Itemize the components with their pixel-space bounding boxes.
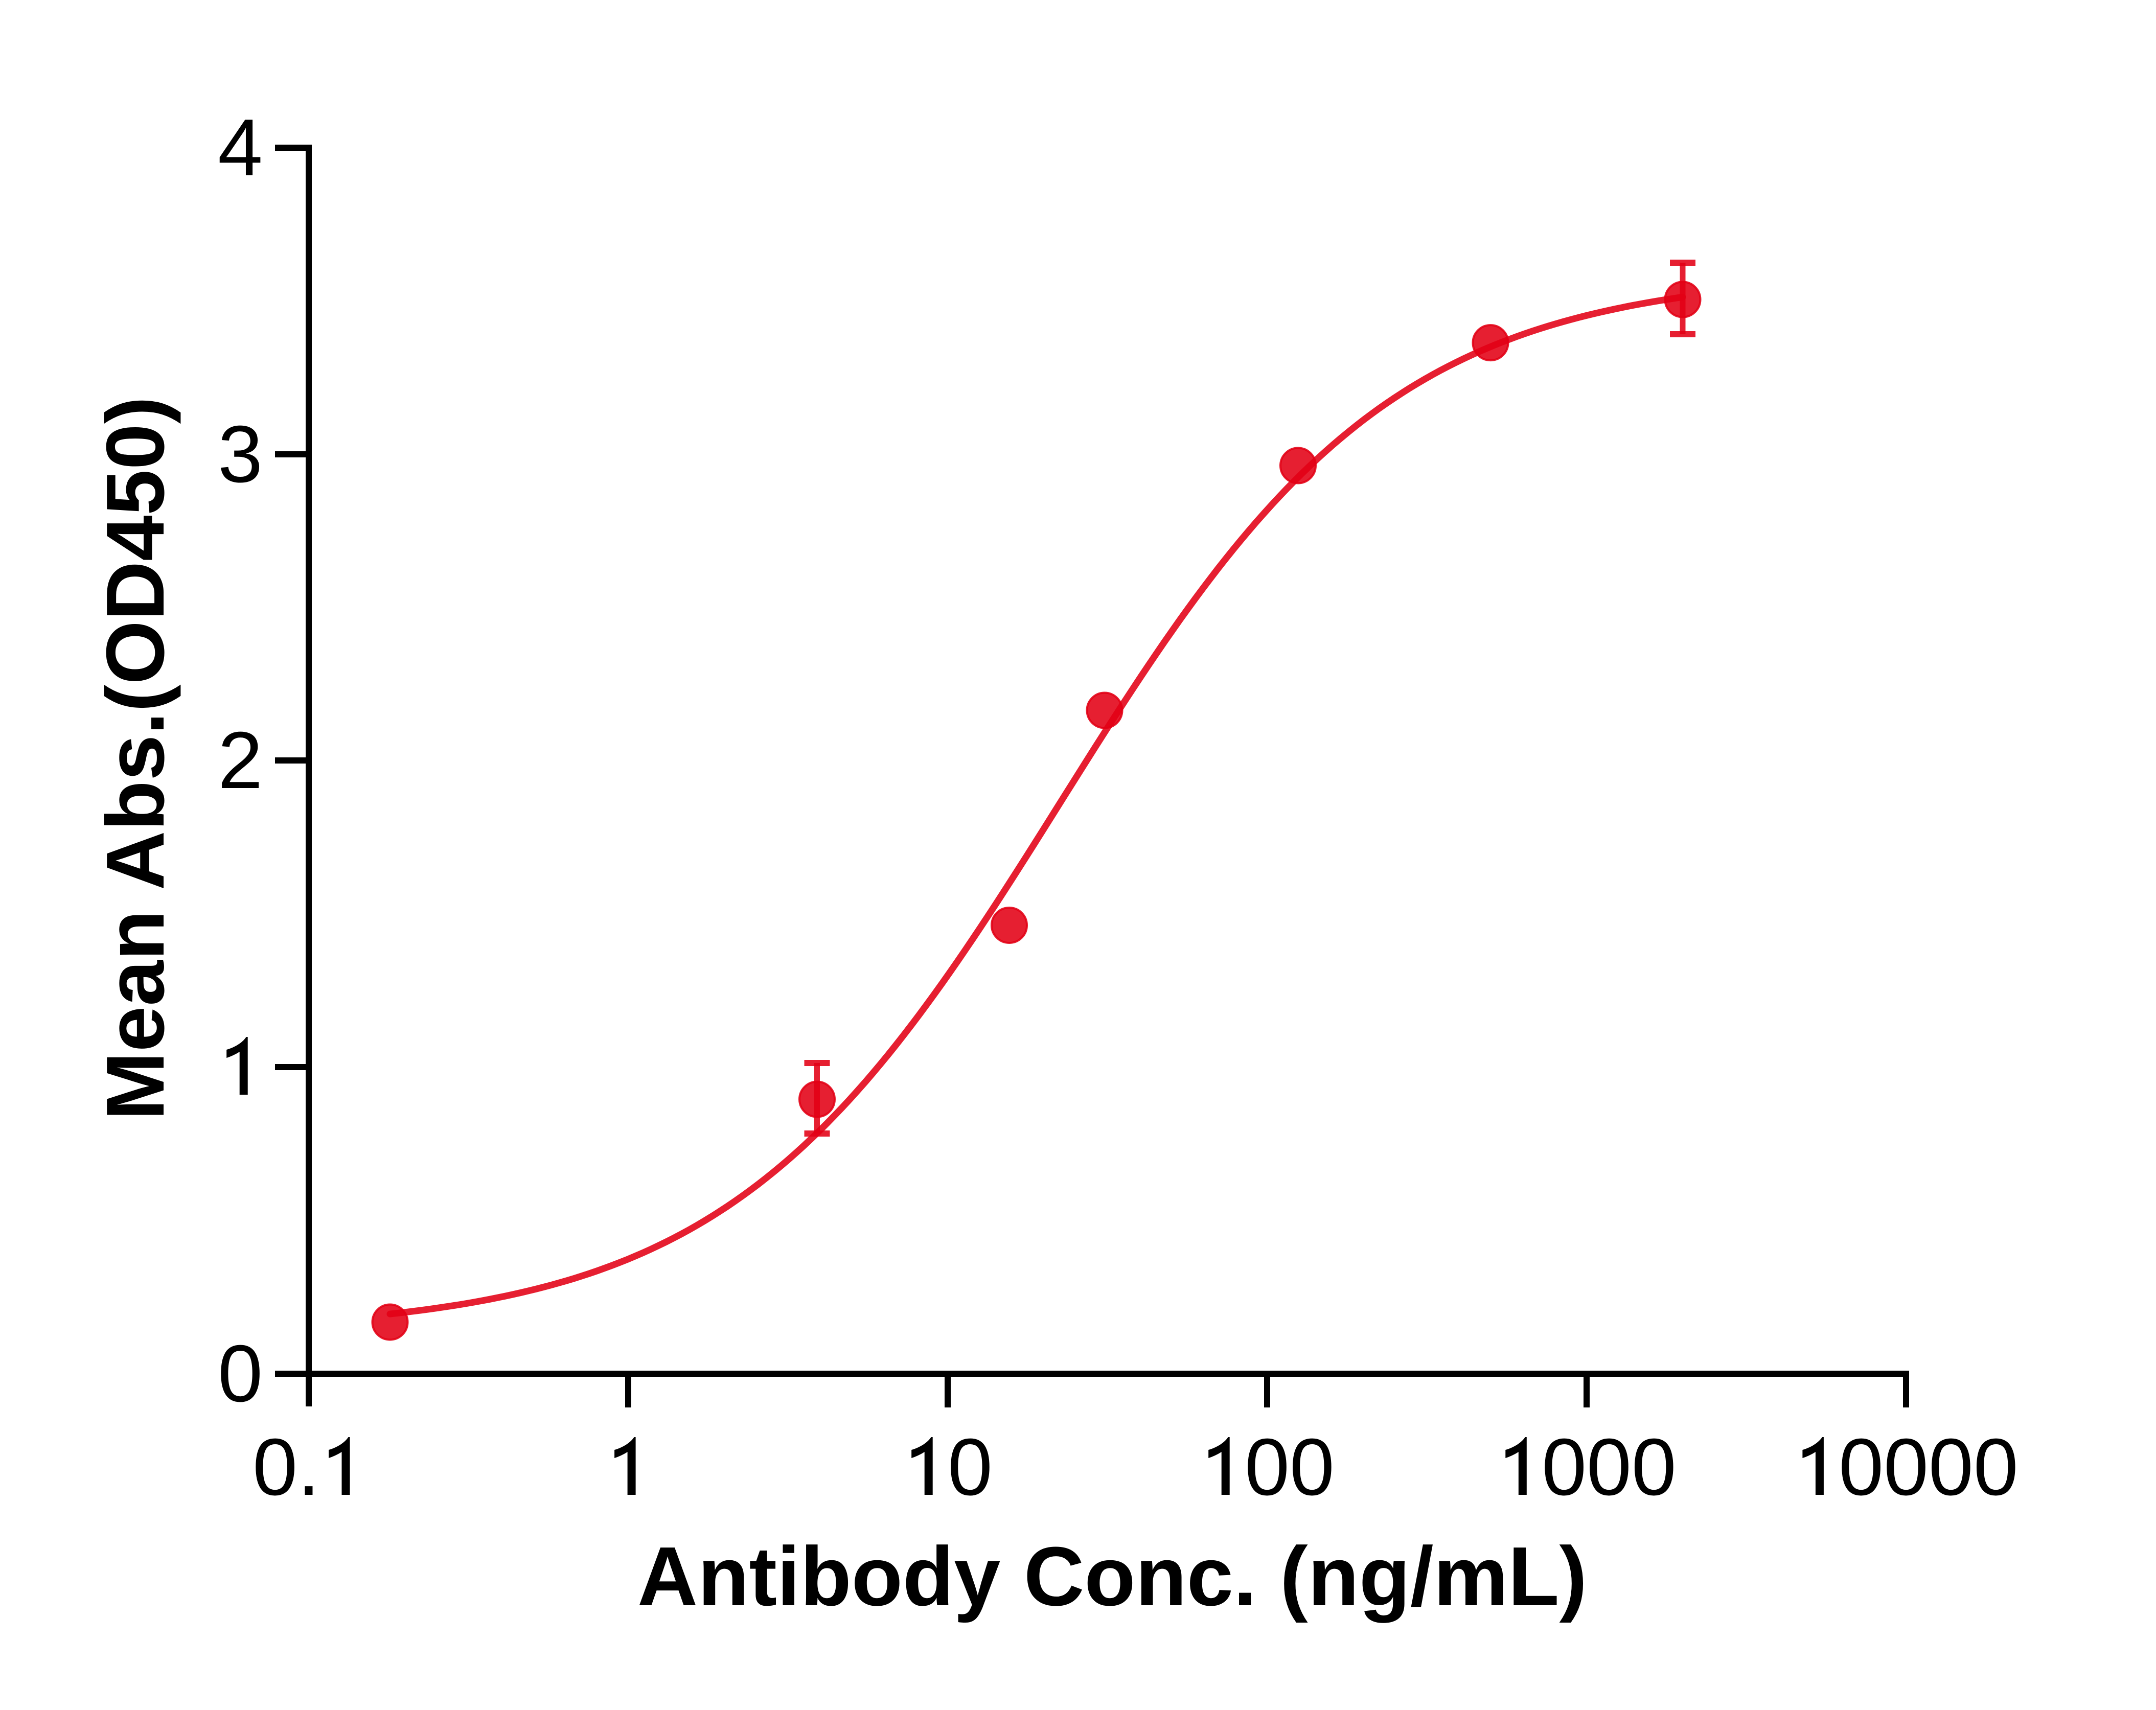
svg-text:4: 4 xyxy=(218,103,263,193)
svg-text:.: . xyxy=(297,1422,320,1512)
svg-text:Mean Abs.(OD450): Mean Abs.(OD450) xyxy=(89,397,181,1121)
svg-text:2: 2 xyxy=(218,715,263,805)
svg-text:0: 0 xyxy=(218,1329,263,1419)
svg-text:0: 0 xyxy=(948,1422,993,1512)
svg-text:0: 0 xyxy=(1542,1422,1587,1512)
svg-text:0: 0 xyxy=(1929,1422,1974,1512)
svg-text:Antibody Conc. (ng/mL): Antibody Conc. (ng/mL) xyxy=(637,1530,1587,1623)
svg-text:0: 0 xyxy=(1587,1422,1632,1512)
svg-text:0: 0 xyxy=(1290,1422,1335,1512)
svg-text:0: 0 xyxy=(253,1422,297,1512)
svg-text:0: 0 xyxy=(1245,1422,1290,1512)
svg-text:3: 3 xyxy=(218,409,263,499)
svg-text:0: 0 xyxy=(1839,1422,1884,1512)
svg-text:0: 0 xyxy=(1884,1422,1929,1512)
svg-text:0: 0 xyxy=(1632,1422,1677,1512)
svg-text:0: 0 xyxy=(1974,1422,2019,1512)
